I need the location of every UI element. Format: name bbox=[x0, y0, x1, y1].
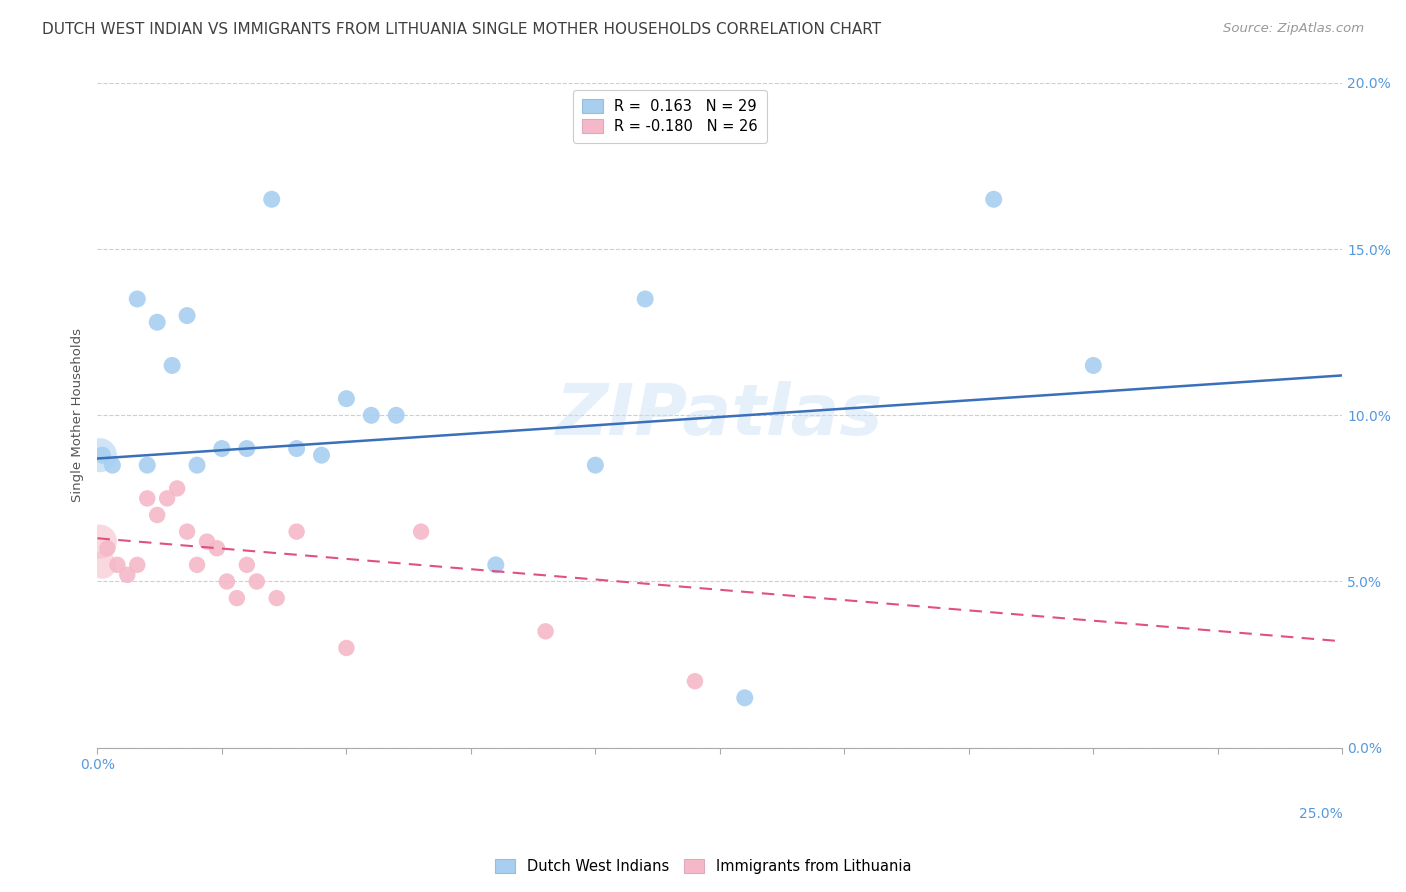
Point bbox=[983, 192, 1005, 206]
Point bbox=[409, 524, 432, 539]
Legend: Dutch West Indians, Immigrants from Lithuania: Dutch West Indians, Immigrants from Lith… bbox=[489, 854, 917, 880]
Point bbox=[246, 574, 269, 589]
Text: ZIPatlas: ZIPatlas bbox=[557, 381, 883, 450]
Text: 25.0%: 25.0% bbox=[1299, 807, 1343, 822]
Legend: R =  0.163   N = 29, R = -0.180   N = 26: R = 0.163 N = 29, R = -0.180 N = 26 bbox=[574, 90, 766, 143]
Text: Source: ZipAtlas.com: Source: ZipAtlas.com bbox=[1223, 22, 1364, 36]
Point bbox=[225, 591, 247, 606]
Point bbox=[211, 442, 233, 456]
Point bbox=[117, 567, 139, 582]
Point bbox=[105, 558, 128, 572]
Point bbox=[195, 534, 218, 549]
Point bbox=[385, 409, 408, 423]
Point bbox=[91, 558, 114, 572]
Point bbox=[634, 292, 657, 306]
Point bbox=[146, 508, 169, 522]
Point bbox=[285, 442, 308, 456]
Point bbox=[485, 558, 508, 572]
Point bbox=[683, 674, 706, 689]
Point bbox=[91, 448, 114, 462]
Point bbox=[215, 574, 238, 589]
Point bbox=[136, 458, 159, 472]
Point bbox=[236, 558, 259, 572]
Point bbox=[89, 448, 111, 462]
Point bbox=[89, 534, 111, 549]
Point bbox=[205, 541, 228, 556]
Point bbox=[186, 558, 208, 572]
Point bbox=[260, 192, 283, 206]
Point bbox=[146, 315, 169, 329]
Point bbox=[96, 541, 118, 556]
Point bbox=[160, 359, 183, 373]
Point bbox=[335, 392, 357, 406]
Point bbox=[136, 491, 159, 506]
Point bbox=[1083, 359, 1105, 373]
Point bbox=[186, 458, 208, 472]
Y-axis label: Single Mother Households: Single Mother Households bbox=[72, 328, 84, 502]
Point bbox=[534, 624, 557, 639]
Point bbox=[583, 458, 606, 472]
Point bbox=[311, 448, 333, 462]
Point bbox=[176, 524, 198, 539]
Point bbox=[176, 309, 198, 323]
Point bbox=[266, 591, 288, 606]
Point bbox=[734, 690, 756, 705]
Point bbox=[236, 442, 259, 456]
Text: DUTCH WEST INDIAN VS IMMIGRANTS FROM LITHUANIA SINGLE MOTHER HOUSEHOLDS CORRELAT: DUTCH WEST INDIAN VS IMMIGRANTS FROM LIT… bbox=[42, 22, 882, 37]
Point bbox=[127, 558, 149, 572]
Point bbox=[285, 524, 308, 539]
Point bbox=[156, 491, 179, 506]
Point bbox=[127, 292, 149, 306]
Point bbox=[360, 409, 382, 423]
Point bbox=[101, 458, 124, 472]
Point bbox=[166, 482, 188, 496]
Point bbox=[335, 640, 357, 655]
